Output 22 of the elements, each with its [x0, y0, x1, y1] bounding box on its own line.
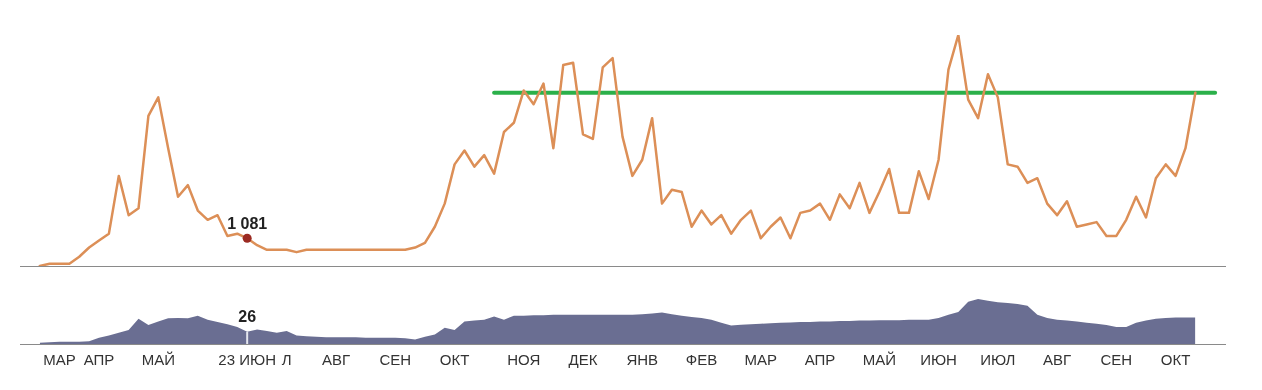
x-tick-label: ФЕВ — [685, 351, 718, 369]
x-tick-label: АПР — [83, 351, 115, 369]
x-tick-label: АВГ — [322, 351, 351, 369]
x-tick-label: Л — [281, 351, 292, 369]
x-tick-label: НОЯ — [507, 351, 541, 369]
x-tick-label: СЕН — [379, 351, 412, 369]
x-tick-label: ИЮН — [920, 351, 957, 369]
x-tick-label: МАЙ — [862, 351, 896, 369]
x-tick-label: МАЙ — [141, 351, 175, 369]
x-tick-label: 23 ИЮН — [218, 351, 276, 369]
x-tick-label: ОКТ — [439, 351, 470, 369]
x-tick-label: МАР — [744, 351, 778, 369]
x-tick-label: АПР — [804, 351, 836, 369]
x-tick-label: ИЮЛ — [980, 351, 1016, 369]
annotation: 1 081 — [227, 214, 268, 232]
x-tick-label: ОКТ — [1160, 351, 1191, 369]
annotation: 26 — [238, 308, 257, 326]
x-tick-label: МАР — [43, 351, 76, 369]
x-tick-label: ДЕК — [568, 351, 598, 369]
x-tick-label: ЯНВ — [626, 351, 659, 369]
x-tick-label: АВГ — [1043, 351, 1072, 369]
x-tick-label: СЕН — [1100, 351, 1133, 369]
